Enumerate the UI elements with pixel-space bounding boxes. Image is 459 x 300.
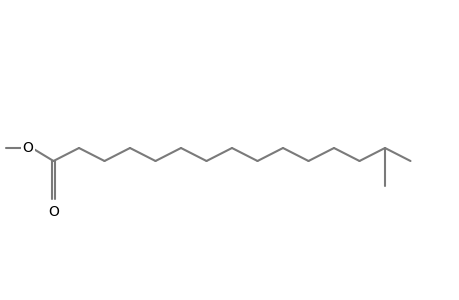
Text: O: O bbox=[22, 141, 34, 155]
Text: O: O bbox=[48, 205, 59, 219]
